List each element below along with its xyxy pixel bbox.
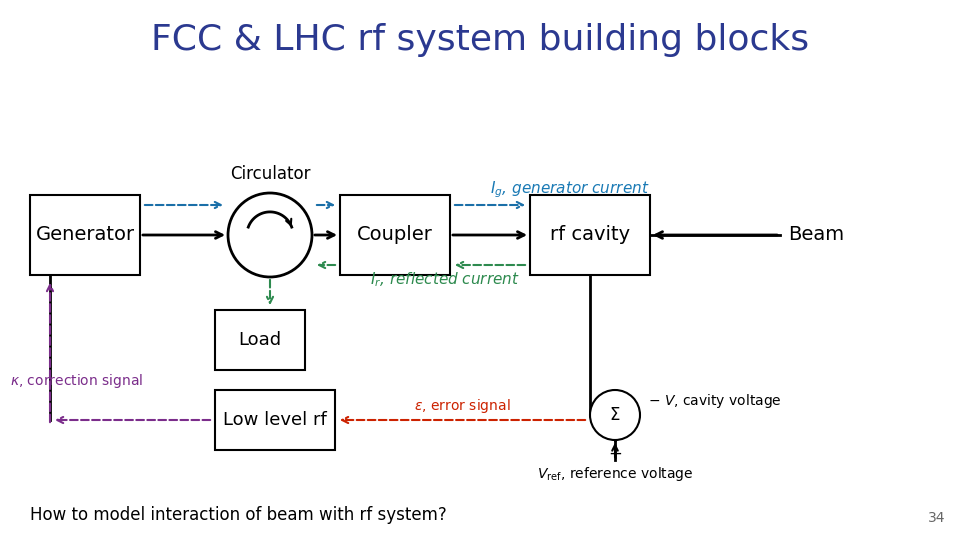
Text: 34: 34 bbox=[927, 511, 945, 525]
Text: $V_\mathrm{ref}$, reference voltage: $V_\mathrm{ref}$, reference voltage bbox=[537, 465, 693, 483]
Bar bbox=[30, 195, 140, 275]
Text: Beam: Beam bbox=[788, 226, 844, 245]
Text: Load: Load bbox=[238, 331, 281, 349]
Text: $I_r$, reflected current: $I_r$, reflected current bbox=[370, 270, 520, 289]
Text: $\Sigma$: $\Sigma$ bbox=[610, 406, 621, 424]
Bar bbox=[530, 195, 650, 275]
Text: +: + bbox=[608, 445, 622, 463]
Bar bbox=[215, 390, 335, 450]
Bar bbox=[340, 195, 450, 275]
Text: How to model interaction of beam with rf system?: How to model interaction of beam with rf… bbox=[30, 506, 446, 524]
Text: Circulator: Circulator bbox=[229, 165, 310, 183]
Text: $\epsilon$, error signal: $\epsilon$, error signal bbox=[414, 397, 511, 415]
Bar bbox=[215, 310, 305, 370]
Text: FCC & LHC rf system building blocks: FCC & LHC rf system building blocks bbox=[151, 23, 809, 57]
Text: rf cavity: rf cavity bbox=[550, 226, 630, 245]
Circle shape bbox=[590, 390, 640, 440]
Text: $I_g$, generator current: $I_g$, generator current bbox=[490, 179, 650, 200]
Text: Generator: Generator bbox=[36, 226, 134, 245]
Text: Coupler: Coupler bbox=[357, 226, 433, 245]
Text: $\kappa$, correction signal: $\kappa$, correction signal bbox=[10, 372, 143, 390]
Circle shape bbox=[228, 193, 312, 277]
Text: $-$ $V$, cavity voltage: $-$ $V$, cavity voltage bbox=[648, 392, 781, 410]
Text: Low level rf: Low level rf bbox=[223, 411, 326, 429]
